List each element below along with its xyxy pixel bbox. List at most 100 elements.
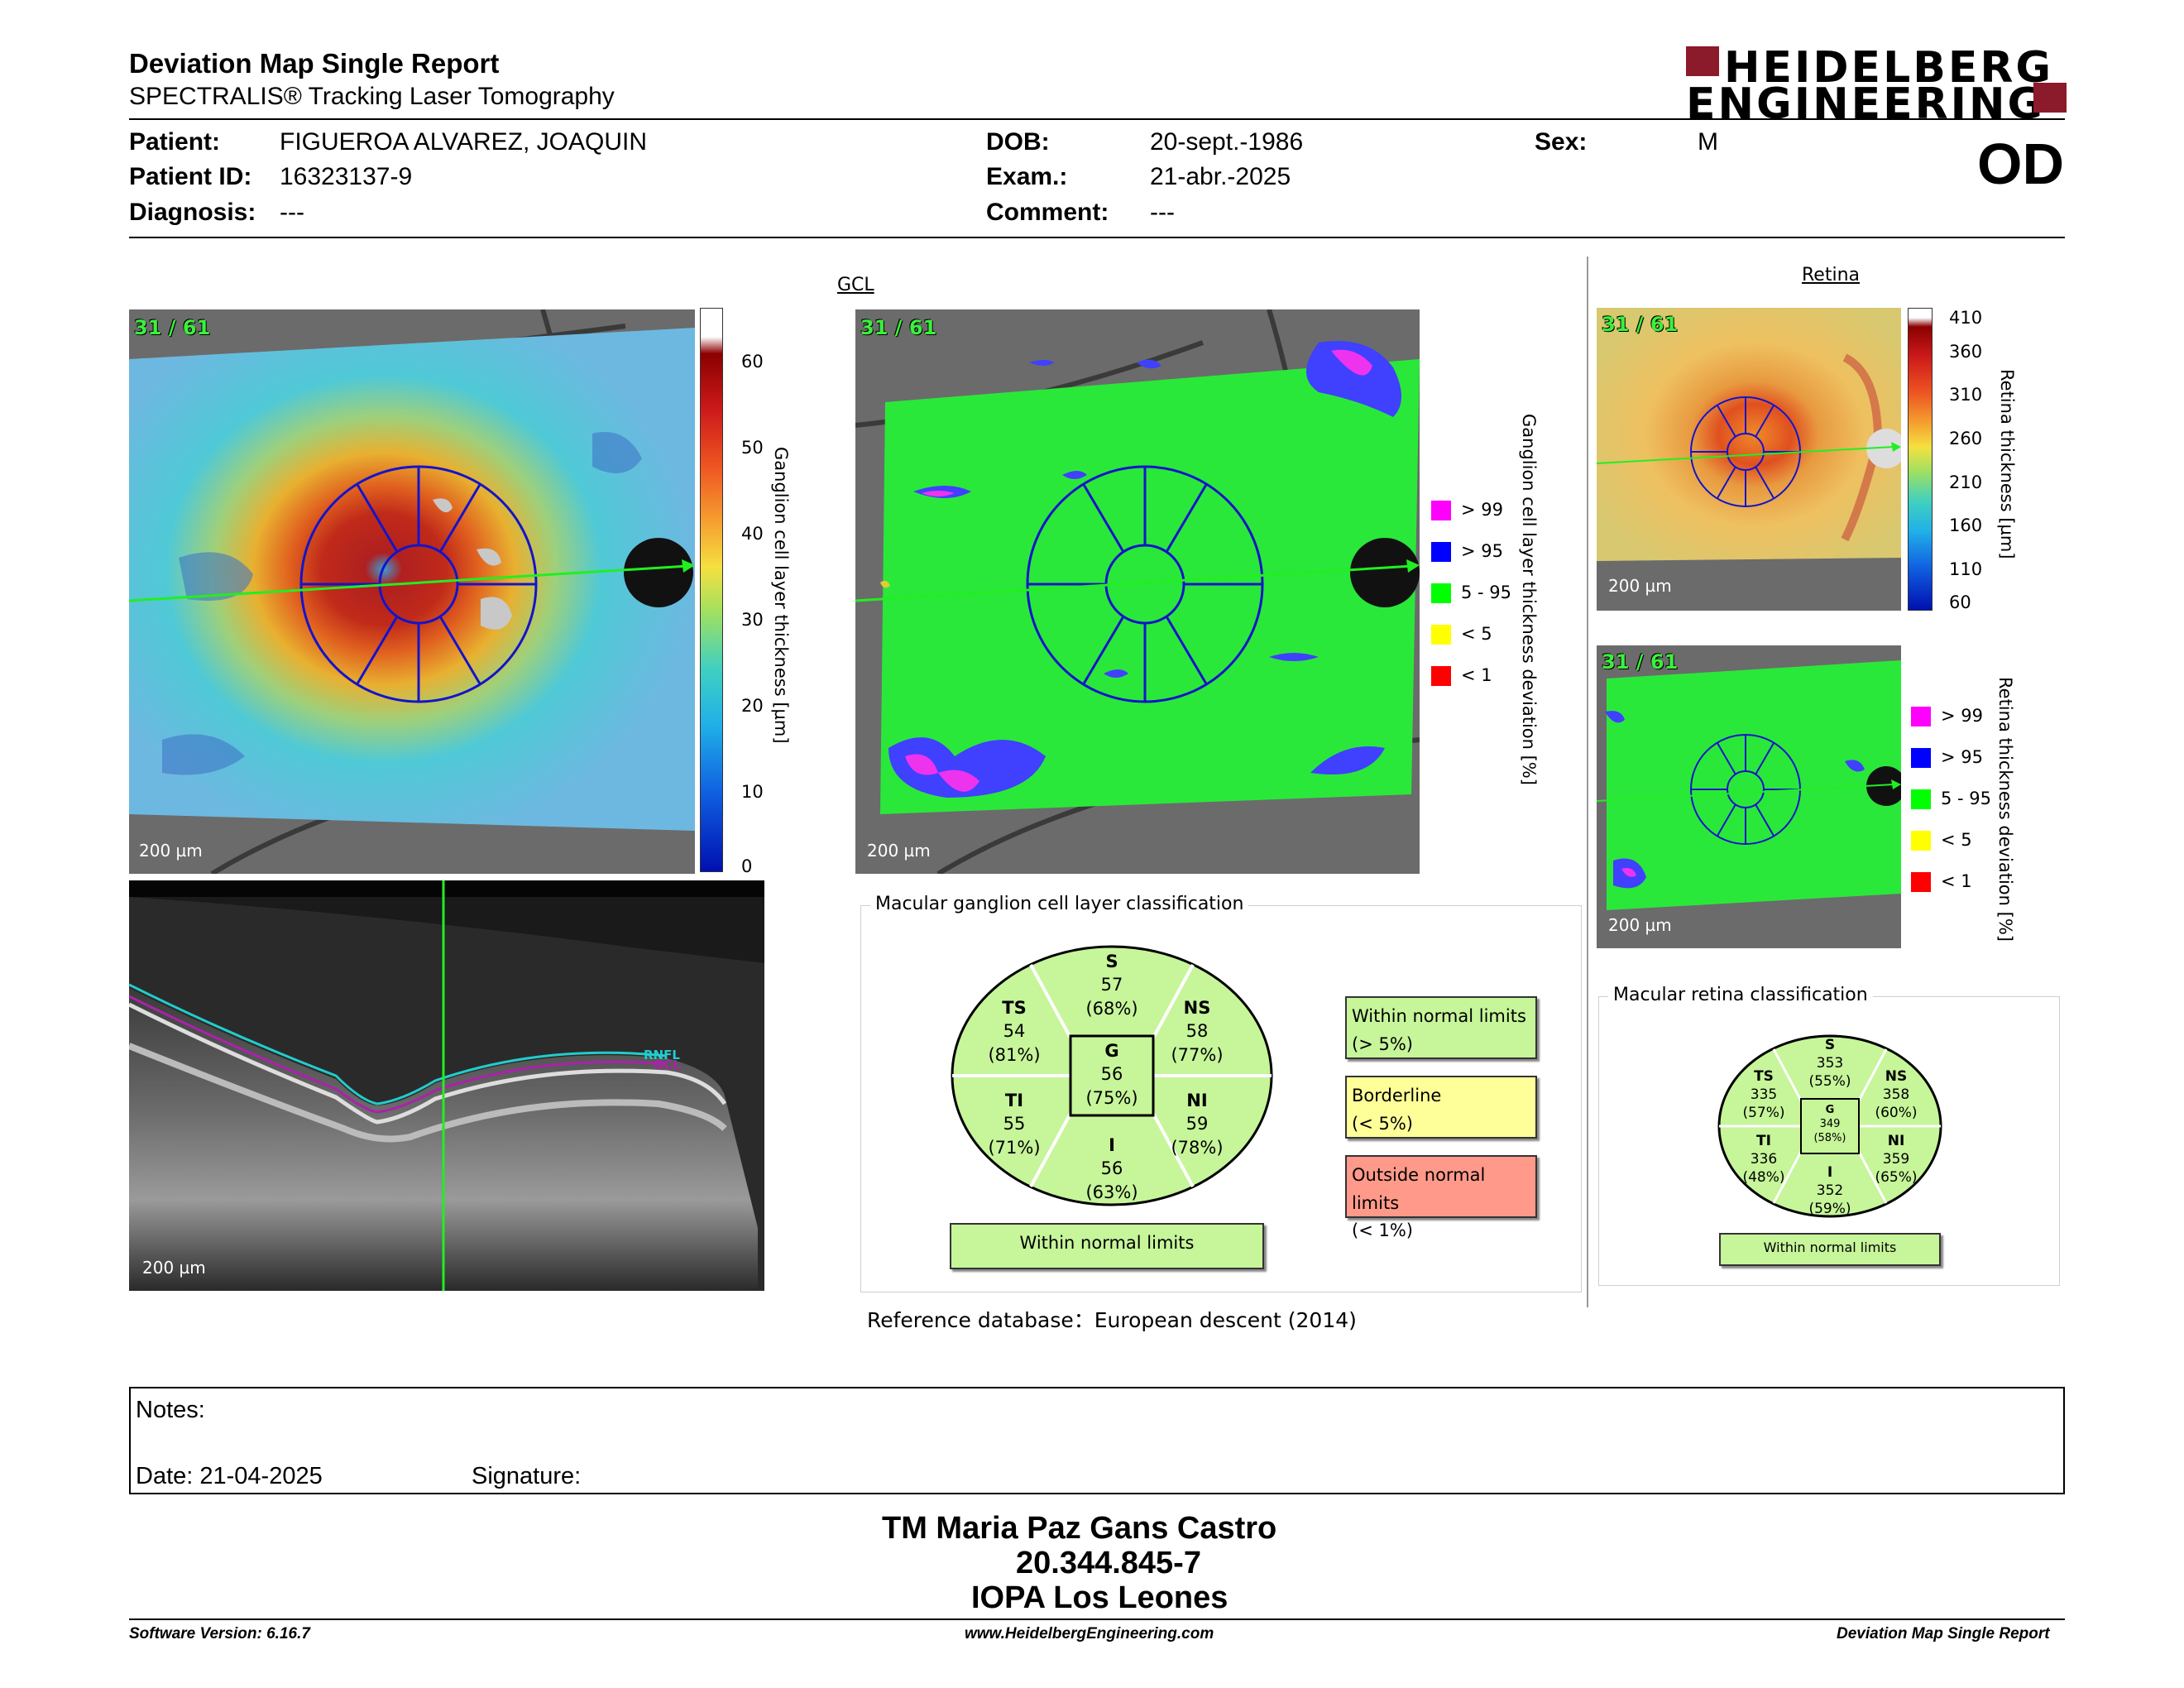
legend-swatch-5-95 — [1431, 583, 1451, 603]
retina-tick: 260 — [1949, 429, 1983, 448]
patient-id-label: Patient ID: — [129, 163, 252, 190]
legend-swatch-gt99 — [1911, 707, 1931, 727]
gcl-tick: 60 — [741, 352, 764, 372]
retina-tick: 110 — [1949, 559, 1983, 579]
footer-report-name: Deviation Map Single Report — [1837, 1625, 2050, 1642]
exam-label: Exam.: — [986, 163, 1068, 190]
scale-bar: 200 µm — [1608, 915, 1672, 935]
patient-name: FIGUEROA ALVAREZ, JOAQUIN — [280, 128, 647, 156]
website-link[interactable]: www.HeidelbergEngineering.com — [965, 1625, 1214, 1642]
retina-tick: 160 — [1949, 516, 1983, 535]
gcl-sector-i: I 56 (63%) — [1085, 1135, 1138, 1202]
legend-swatch-5-95 — [1911, 789, 1931, 809]
gcl-tick: 40 — [741, 524, 764, 544]
notes-date: Date: 21-04-2025 — [136, 1463, 323, 1489]
software-version: Software Version: 6.16.7 — [129, 1625, 310, 1642]
retina-tick: 210 — [1949, 472, 1983, 492]
retina-tick: 310 — [1949, 385, 1983, 405]
gcl-tick: 20 — [741, 696, 764, 716]
gcl-deviation-map[interactable]: 31 / 61 200 µm — [855, 309, 1420, 874]
legend-swatch-lt5 — [1431, 625, 1451, 645]
retina-classification-title: Macular retina classification — [1608, 985, 1873, 1005]
gcl-tick: 10 — [741, 782, 764, 802]
retina-tick: 410 — [1949, 308, 1983, 328]
scale-bar: 200 µm — [1608, 576, 1672, 596]
retina-thickness-axis-label: Retina thickness [µm] — [1997, 369, 2017, 559]
gcl-sector-ni: NI 59 (78%) — [1171, 1091, 1224, 1158]
sex-label: Sex: — [1535, 128, 1588, 156]
retina-sector-i: I 352 (59%) — [1808, 1164, 1851, 1218]
frame-count: 31 / 61 — [860, 316, 937, 339]
patient-label: Patient: — [129, 128, 221, 156]
notes-label: Notes: — [136, 1397, 205, 1423]
retina-deviation-map[interactable]: 31 / 61 200 µm — [1597, 645, 1901, 948]
report-title: Deviation Map Single Report — [129, 48, 500, 79]
frame-count: 31 / 61 — [134, 316, 211, 339]
retina-thickness-map[interactable]: 31 / 61 200 µm — [1597, 308, 1901, 611]
legend-label: > 95 — [1941, 747, 1983, 767]
retina-deviation-axis-label: Retina thickness deviation [%] — [1995, 677, 2015, 942]
gcl-sector-ts: TS 54 (81%) — [988, 998, 1041, 1065]
legend-borderline: Borderline (< 5%) — [1345, 1076, 1537, 1139]
gcl-sector-diagram — [948, 943, 1276, 1208]
legend-label: > 99 — [1461, 500, 1503, 520]
retina-tick: 60 — [1949, 592, 1971, 612]
gcl-thickness-axis-label: Ganglion cell layer thickness [µm] — [771, 447, 791, 744]
retina-sector-g: G 349 (58%) — [1813, 1104, 1846, 1144]
signer-name: TM Maria Paz Gans Castro — [882, 1511, 1277, 1546]
frame-count: 31 / 61 — [1602, 313, 1679, 336]
bscan-image[interactable]: RNFL GCL 200 µm — [129, 880, 764, 1291]
report-subtitle: SPECTRALIS® Tracking Laser Tomography — [129, 83, 615, 110]
bscan-gcl-tag: GCL — [654, 1057, 681, 1072]
legend-label: 5 - 95 — [1461, 583, 1512, 602]
retina-sector-ti: TI 336 (48%) — [1742, 1133, 1785, 1187]
legend-within-normal: Within normal limits (> 5%) — [1345, 996, 1537, 1059]
patient-id: 16323137-9 — [280, 163, 413, 190]
comment-value: --- — [1150, 199, 1175, 226]
bscan-rnfl-tag: RNFL — [644, 1048, 680, 1062]
signature-label: Signature: — [472, 1463, 582, 1489]
signer-id: 20.344.845-7 — [1016, 1546, 1201, 1580]
legend-label: < 5 — [1941, 830, 1972, 850]
legend-swatch-lt1 — [1431, 666, 1451, 686]
retina-sector-ts: TS 335 (57%) — [1742, 1068, 1785, 1122]
scale-bar: 200 µm — [139, 841, 203, 861]
notes-box[interactable]: Notes: Date: 21-04-2025 Signature: — [129, 1387, 2065, 1494]
bscan-scale-bar: 200 µm — [142, 1258, 206, 1278]
diagnosis-label: Diagnosis: — [129, 199, 256, 226]
dob-value: 20-sept.-1986 — [1150, 128, 1304, 156]
gcl-sector-ti: TI 55 (71%) — [988, 1091, 1041, 1158]
legend-label: > 99 — [1941, 706, 1983, 726]
legend-outside-normal: Outside normal limits (< 1%) — [1345, 1155, 1537, 1240]
dob-label: DOB: — [986, 128, 1050, 156]
retina-thickness-colorbar — [1908, 308, 1933, 611]
legend-label: 5 - 95 — [1941, 789, 1992, 808]
gcl-tick: 0 — [741, 856, 753, 876]
gcl-sector-s: S 57 (68%) — [1085, 952, 1138, 1019]
diagnosis-value: --- — [280, 199, 304, 226]
legend-swatch-gt95 — [1431, 542, 1451, 562]
exam-value: 21-abr.-2025 — [1150, 163, 1291, 190]
gcl-sector-g: G 56 (75%) — [1085, 1041, 1138, 1108]
logo-line-1: HEIDELBERG — [1724, 43, 2054, 93]
legend-label: < 1 — [1941, 871, 1972, 891]
eye-indicator: OD — [1977, 132, 2064, 196]
legend-label: < 1 — [1461, 665, 1492, 685]
gcl-caption: GCL — [837, 275, 874, 295]
heidelberg-logo: HEIDELBERG ENGINEERING — [1686, 43, 2067, 126]
legend-swatch-gt95 — [1911, 748, 1931, 768]
scale-bar: 200 µm — [867, 841, 931, 861]
legend-swatch-gt99 — [1431, 501, 1451, 520]
comment-label: Comment: — [986, 199, 1109, 226]
retina-result-badge: Within normal limits — [1719, 1233, 1941, 1266]
sex-value: M — [1698, 128, 1718, 156]
reference-database: Reference database：European descent (201… — [867, 1308, 1357, 1332]
gcl-thickness-colorbar — [700, 308, 723, 872]
retina-caption: Retina — [1802, 265, 1860, 285]
legend-swatch-lt5 — [1911, 831, 1931, 851]
legend-label: > 95 — [1461, 541, 1503, 561]
signer-org: IOPA Los Leones — [971, 1580, 1228, 1615]
gcl-result-badge: Within normal limits — [950, 1223, 1264, 1269]
gcl-tick: 30 — [741, 610, 764, 630]
gcl-thickness-map[interactable]: 31 / 61 200 µm — [129, 309, 695, 874]
